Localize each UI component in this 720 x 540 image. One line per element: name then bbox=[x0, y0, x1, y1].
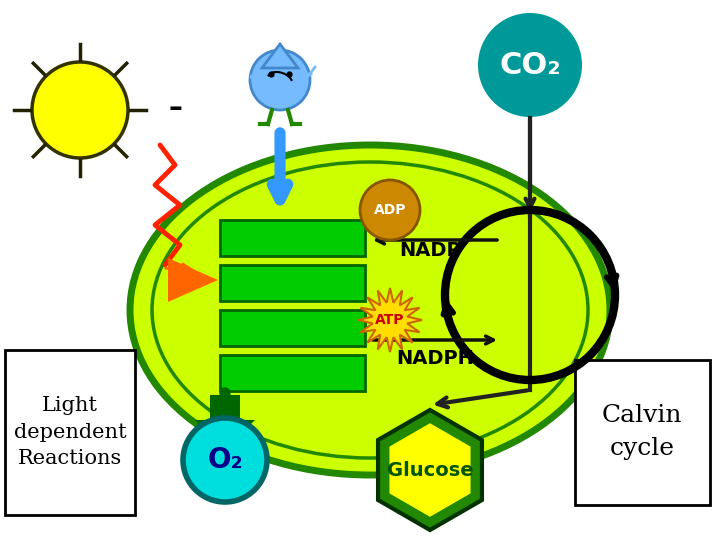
Polygon shape bbox=[378, 410, 482, 530]
Bar bbox=[220, 265, 365, 301]
Text: Glucose: Glucose bbox=[387, 461, 473, 480]
Text: NADPH: NADPH bbox=[396, 348, 474, 368]
Bar bbox=[575, 360, 710, 505]
Text: O₂: O₂ bbox=[207, 446, 243, 474]
Polygon shape bbox=[195, 395, 255, 450]
Circle shape bbox=[478, 13, 582, 117]
Text: Light
dependent
Reactions: Light dependent Reactions bbox=[14, 396, 126, 468]
Circle shape bbox=[360, 180, 420, 240]
Text: Calvin
cycle: Calvin cycle bbox=[602, 404, 683, 460]
Circle shape bbox=[32, 62, 128, 158]
Bar bbox=[220, 310, 365, 346]
Circle shape bbox=[250, 50, 310, 110]
Circle shape bbox=[183, 418, 267, 502]
Ellipse shape bbox=[130, 145, 610, 475]
Bar bbox=[220, 355, 365, 391]
Polygon shape bbox=[168, 258, 218, 302]
Polygon shape bbox=[358, 288, 422, 352]
Text: –: – bbox=[168, 94, 182, 122]
Text: CO₂: CO₂ bbox=[499, 51, 561, 79]
Polygon shape bbox=[390, 423, 471, 517]
Text: ATP: ATP bbox=[375, 313, 405, 327]
Bar bbox=[220, 220, 365, 256]
Bar bbox=[5, 350, 135, 515]
Polygon shape bbox=[262, 44, 298, 68]
Text: NADP: NADP bbox=[399, 240, 461, 260]
Text: ADP: ADP bbox=[374, 203, 406, 217]
